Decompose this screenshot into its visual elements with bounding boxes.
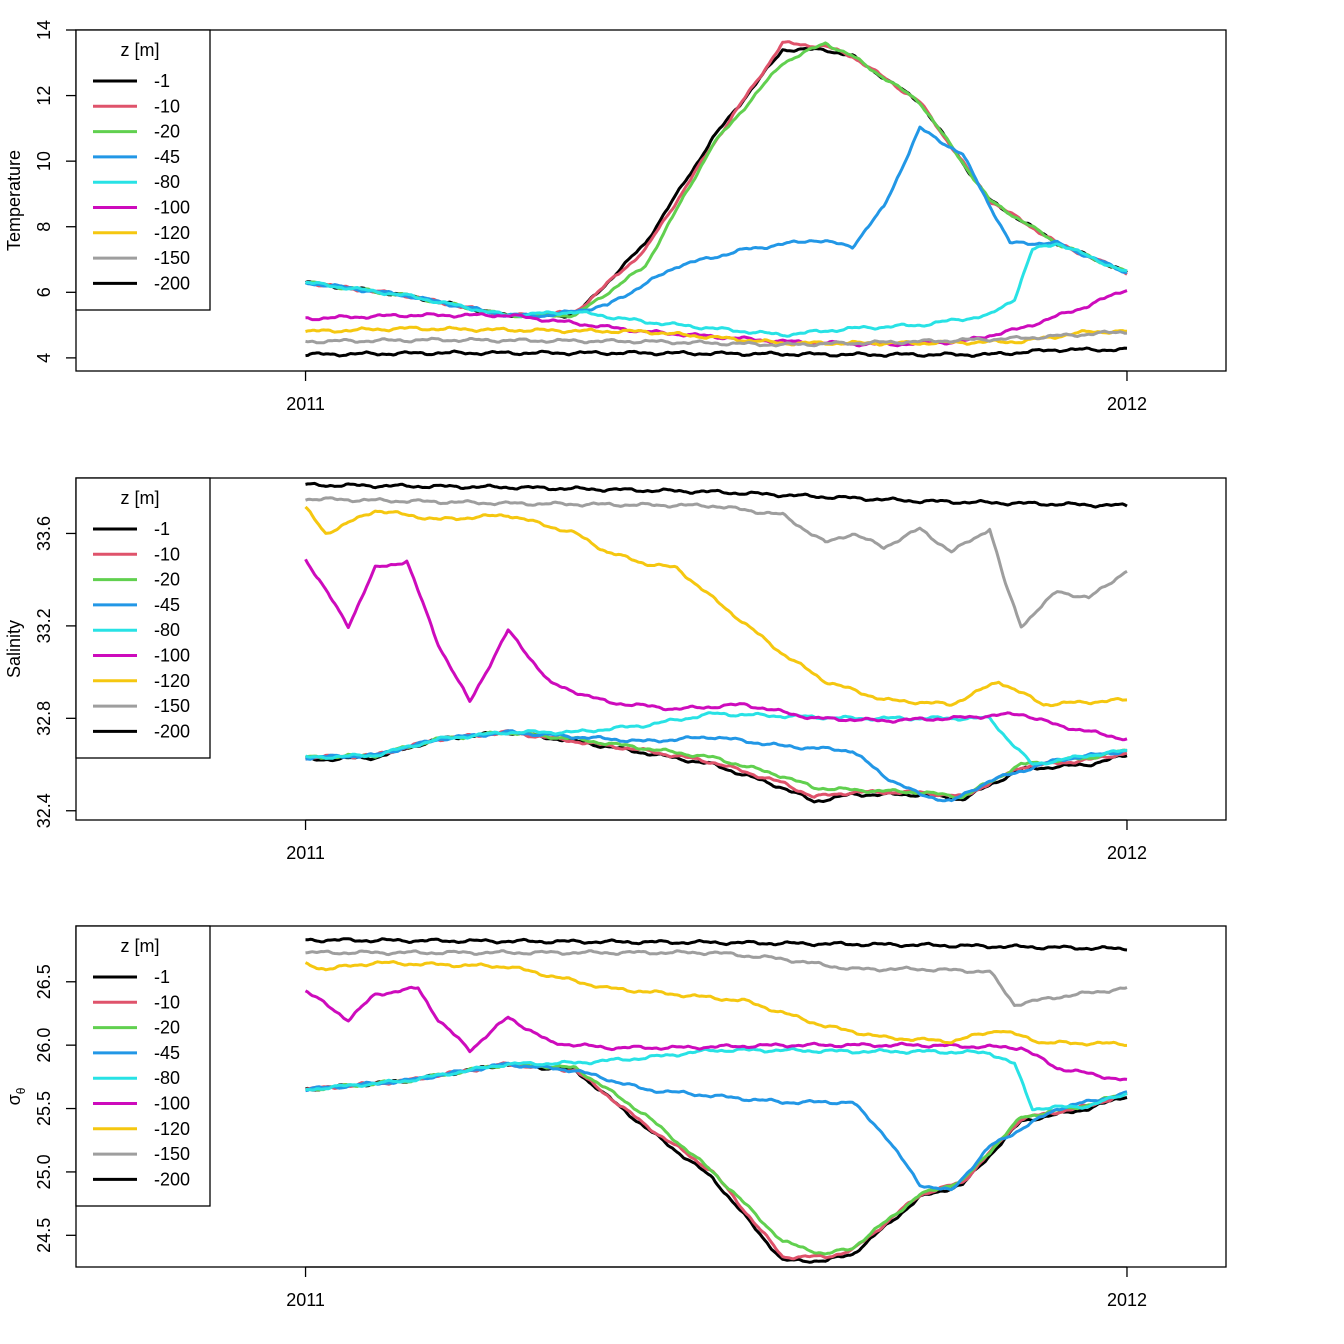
series-line--80 [305, 242, 1128, 338]
legend-label: -150 [154, 1144, 190, 1164]
panels: 2011 2012 4 6 8 10 12 14 Temperature z [m] -1 -10 -2… [4, 20, 1227, 1310]
legend-label: -10 [154, 544, 180, 564]
y-tick-label: 4 [34, 353, 54, 363]
legend-label: -150 [154, 696, 190, 716]
series-line--80 [305, 1047, 1128, 1112]
y-tick-label: 10 [34, 151, 54, 171]
x-tick-label: 2012 [1107, 843, 1147, 863]
legend-label: -1 [154, 71, 170, 91]
panel-2: 2011 2012 32.4 32.8 33.2 33.6 Salinity z [m] -1 -… [4, 477, 1227, 863]
legend-box [75, 925, 211, 1207]
legend-label: -80 [154, 172, 180, 192]
y-tick-label: 33.6 [34, 516, 54, 551]
series-line--150 [305, 496, 1128, 629]
legend-title: z [m] [121, 936, 160, 956]
y-tick-label: 12 [34, 86, 54, 106]
x-tick-label: 2011 [286, 394, 325, 414]
y-tick-label: 26.0 [34, 1028, 54, 1063]
panel-1: 2011 2012 4 6 8 10 12 14 Temperature z [m] -1 -10 -2… [4, 20, 1227, 414]
legend-label: -45 [154, 1043, 180, 1063]
series-line--100 [304, 558, 1128, 742]
x-tick-label: 2011 [286, 843, 325, 863]
legend-box [75, 29, 211, 311]
series-line--200 [305, 937, 1128, 952]
legend-label: -100 [154, 646, 190, 666]
y-tick-label: 33.2 [34, 608, 54, 643]
series-line--10 [305, 40, 1128, 318]
legend-label: -200 [154, 721, 190, 741]
y-tick-label: 6 [34, 287, 54, 297]
series-group [304, 481, 1128, 804]
series-line--200 [305, 346, 1128, 358]
series-group [304, 40, 1128, 358]
legend-title: z [m] [121, 40, 160, 60]
panel-3: 2011 2012 24.5 25.0 25.5 26.0 26.5 σθ z [m] -1 -10… [4, 925, 1227, 1310]
series-line--80 [305, 711, 1128, 766]
legend-label: -80 [154, 620, 180, 640]
y-tick-label: 26.5 [34, 964, 54, 999]
legend-label: -200 [154, 273, 190, 293]
legend-label: -150 [154, 248, 190, 268]
y-axis-title: σθ [4, 1087, 28, 1105]
series-line--150 [305, 329, 1128, 348]
legend-box [75, 477, 211, 759]
plot-frame [75, 925, 1227, 1268]
legend-label: -10 [154, 96, 180, 116]
x-tick-label: 2012 [1107, 1290, 1147, 1310]
legend-label: -45 [154, 147, 180, 167]
legend-title: z [m] [121, 488, 160, 508]
series-line--20 [305, 41, 1128, 319]
series-line--1 [305, 1062, 1128, 1264]
y-tick-label: 24.5 [34, 1218, 54, 1253]
legend: z [m] -1 -10 -20 -45 -80 -100 -120 -150 -200 [75, 29, 211, 311]
series-line--45 [305, 729, 1128, 803]
legend-label: -100 [154, 198, 190, 218]
series-line--120 [304, 505, 1128, 708]
y-tick-label: 25.5 [34, 1091, 54, 1126]
legend-label: -45 [154, 595, 180, 615]
series-line--1 [305, 47, 1128, 319]
series-line--20 [305, 1062, 1128, 1256]
legend-label: -80 [154, 1068, 180, 1088]
plot-frame [75, 29, 1227, 372]
series-line--100 [304, 985, 1128, 1082]
series-line--45 [304, 125, 1128, 319]
y-tick-label: 32.4 [34, 793, 54, 828]
series-group [304, 937, 1128, 1264]
x-tick-label: 2011 [286, 1290, 325, 1310]
y-axis-title: Temperature [4, 150, 24, 251]
series-line--150 [305, 949, 1128, 1007]
legend-label: -1 [154, 519, 170, 539]
legend-label: -1 [154, 967, 170, 987]
series-line--10 [305, 1061, 1128, 1261]
x-tick-label: 2012 [1107, 394, 1147, 414]
series-line--200 [305, 481, 1128, 509]
y-tick-label: 32.8 [34, 701, 54, 736]
legend: z [m] -1 -10 -20 -45 -80 -100 -120 -150 -200 [75, 477, 211, 759]
y-tick-label: 25.0 [34, 1154, 54, 1189]
series-line--120 [304, 960, 1128, 1047]
legend-label: -20 [154, 122, 180, 142]
legend-label: -120 [154, 1119, 190, 1139]
series-line--45 [305, 1061, 1128, 1192]
legend-label: -100 [154, 1094, 190, 1114]
legend-label: -200 [154, 1169, 190, 1189]
y-axis-title: Salinity [4, 620, 24, 678]
legend: z [m] -1 -10 -20 -45 -80 -100 -120 -150 -200 [75, 925, 211, 1207]
legend-label: -120 [154, 671, 190, 691]
y-tick-label: 8 [34, 222, 54, 232]
y-tick-label: 14 [34, 20, 54, 40]
legend-label: -10 [154, 992, 180, 1012]
legend-label: -120 [154, 223, 190, 243]
legend-label: -20 [154, 570, 180, 590]
legend-label: -20 [154, 1018, 180, 1038]
